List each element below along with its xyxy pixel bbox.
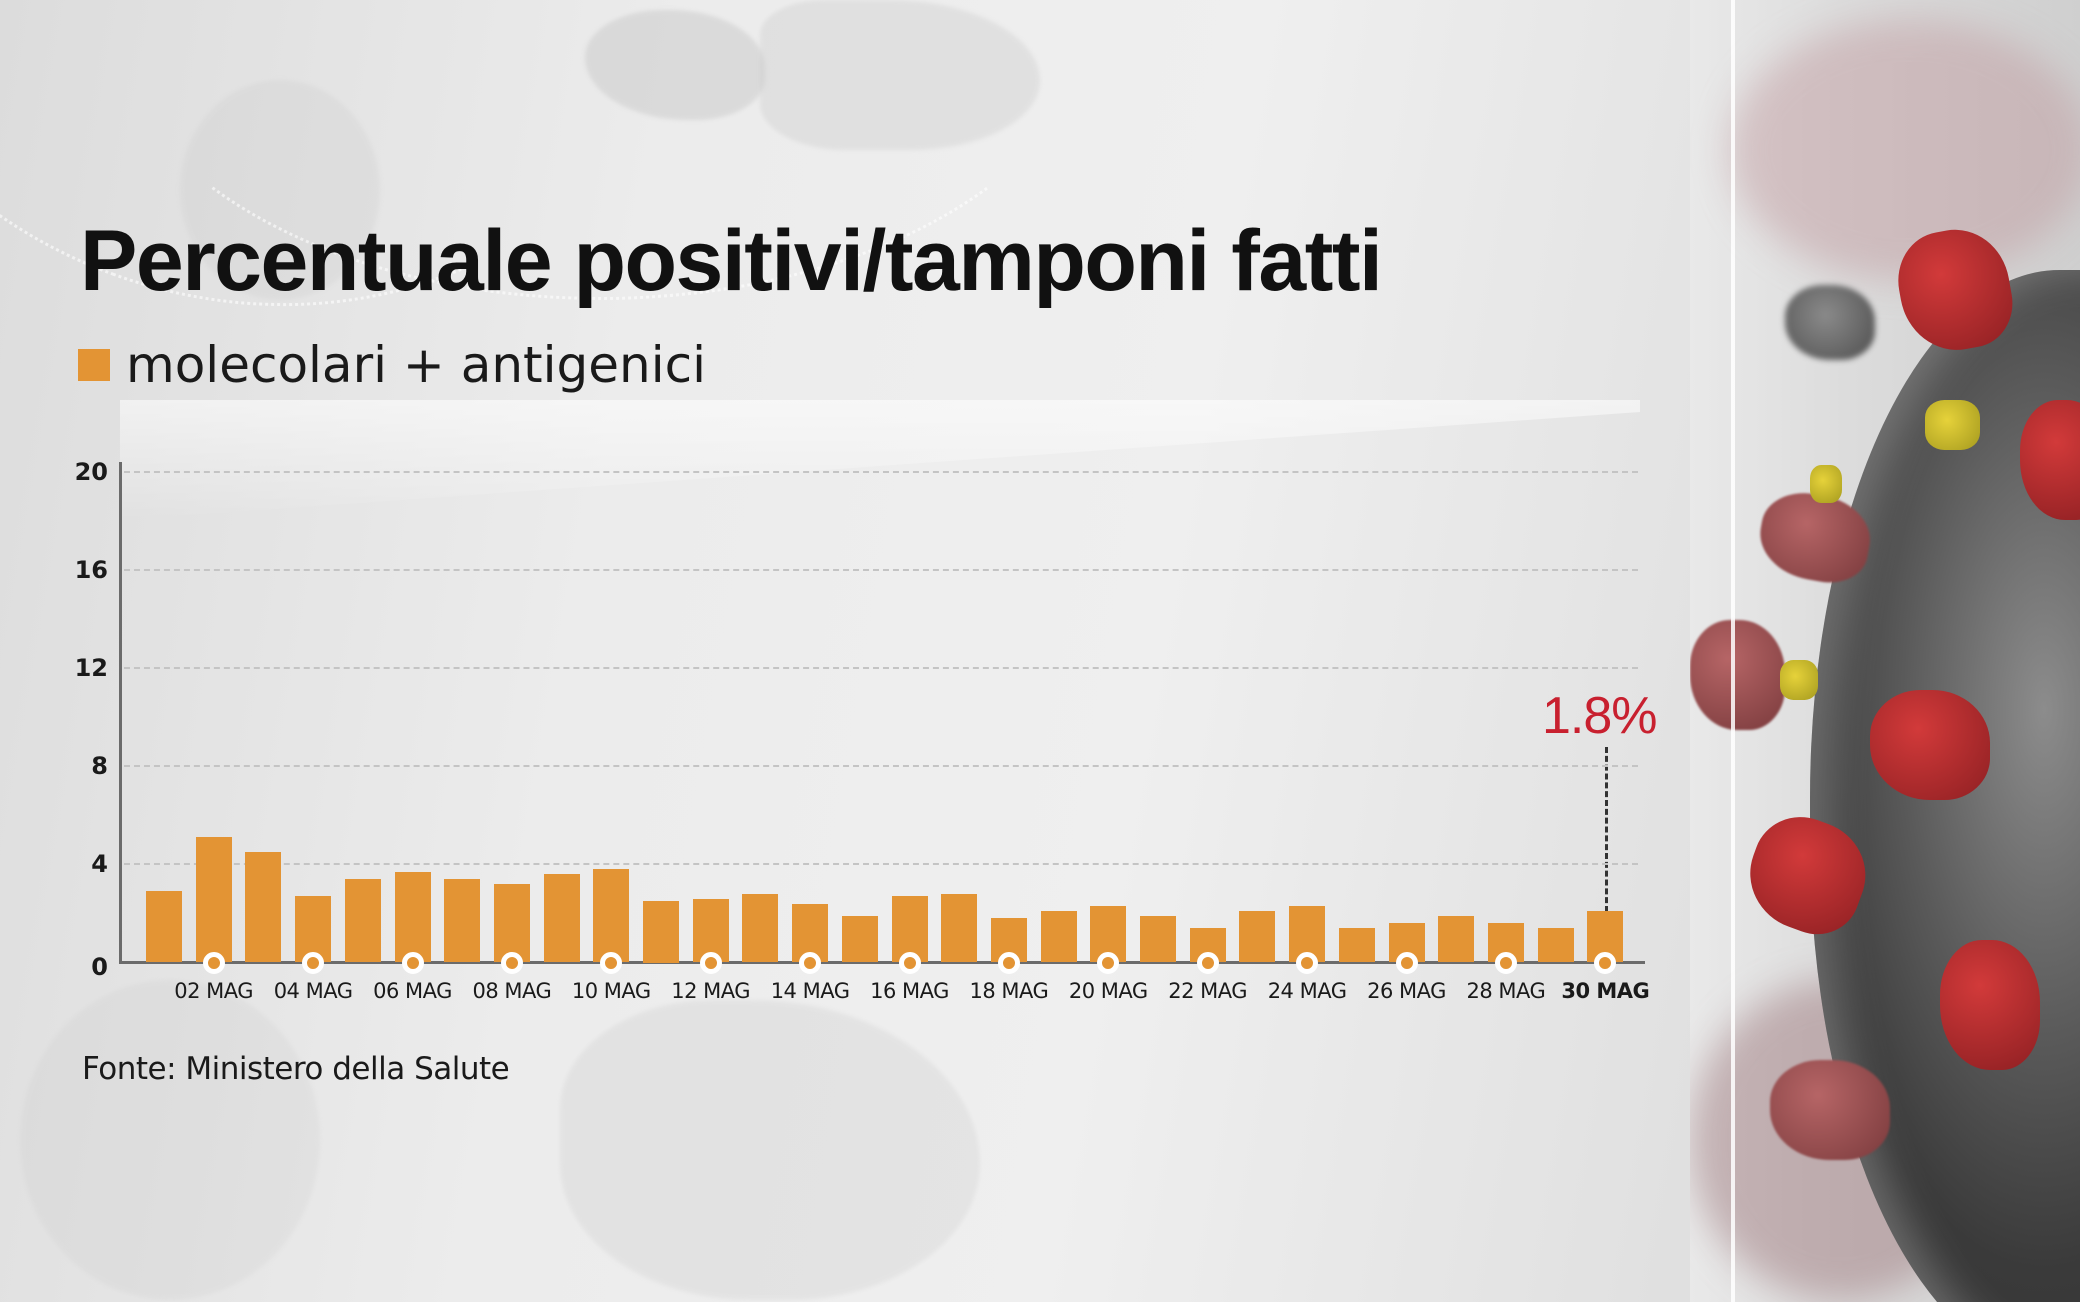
bar — [146, 891, 182, 963]
x-tick-marker — [401, 952, 424, 974]
y-tick-label: 20 — [74, 457, 108, 486]
x-tick-marker — [600, 952, 623, 974]
x-tick-label: 22 MAG — [1168, 979, 1248, 1003]
x-tick-label: 06 MAG — [373, 979, 452, 1003]
gridline — [124, 666, 1638, 669]
x-tick-label: 18 MAG — [969, 979, 1049, 1003]
x-tick-marker — [1494, 952, 1517, 974]
x-tick-marker — [1594, 952, 1617, 974]
gridline — [124, 470, 1638, 473]
gridline — [124, 765, 1638, 768]
y-tick-label: 12 — [74, 653, 108, 682]
source-note: Fonte: Ministero della Salute — [82, 1051, 510, 1087]
legend: molecolari + antigenici — [78, 340, 706, 390]
bar — [891, 896, 928, 963]
bar — [394, 871, 431, 963]
x-tick-marker — [1296, 952, 1319, 974]
chart-title: Percentuale positivi/tamponi fatti — [80, 213, 1383, 309]
x-tick-marker — [898, 952, 921, 974]
last-value-callout: 1.8% — [1542, 687, 1658, 745]
x-tick-label: 10 MAG — [571, 979, 651, 1003]
y-tick-label: 4 — [91, 850, 108, 879]
x-tick-label: 04 MAG — [273, 979, 353, 1003]
gridline — [124, 568, 1638, 571]
bar — [941, 893, 978, 963]
bar — [1140, 915, 1176, 963]
x-tick-label: 26 MAG — [1367, 979, 1446, 1003]
bar — [1040, 910, 1077, 963]
bar — [742, 893, 779, 963]
gridline — [124, 863, 1638, 866]
x-tick-marker — [1196, 952, 1219, 974]
x-tick-marker — [997, 952, 1020, 974]
bar — [295, 896, 332, 963]
bar — [444, 879, 481, 963]
bar — [493, 883, 530, 963]
legend-swatch — [78, 349, 110, 381]
y-tick-label: 16 — [74, 555, 108, 584]
bar — [593, 869, 630, 963]
virus-photo — [1690, 0, 2080, 1302]
x-tick-marker — [699, 952, 722, 974]
panel-divider — [1731, 0, 1735, 1302]
x-tick-label: 08 MAG — [472, 979, 552, 1003]
x-tick-label: 24 MAG — [1267, 979, 1347, 1003]
bar — [543, 874, 580, 963]
x-tick-marker — [1097, 952, 1120, 974]
bar-chart: 1.8% 0 4 8 12 16 20 02 MAG 04 MAG 06 MAG 08 MAG 10… — [74, 457, 1658, 1003]
bar — [1239, 910, 1276, 963]
y-tick-label: 0 — [91, 952, 108, 981]
bar — [245, 852, 282, 963]
bar — [344, 879, 381, 963]
bar — [1338, 928, 1375, 963]
x-tick-label: 14 MAG — [770, 979, 850, 1003]
x-tick-marker — [500, 952, 523, 974]
bar — [841, 915, 878, 963]
y-axis — [119, 462, 122, 964]
x-tick-label: 12 MAG — [671, 979, 751, 1003]
x-tick-label: 20 MAG — [1068, 979, 1148, 1003]
y-tick-label: 8 — [91, 752, 108, 781]
bar — [643, 901, 679, 963]
x-tick-marker — [202, 952, 225, 974]
bar — [195, 837, 232, 963]
x-tick-label: 16 MAG — [870, 979, 949, 1003]
x-tick-label: 28 MAG — [1466, 979, 1546, 1003]
bar — [692, 898, 729, 963]
bar — [1438, 915, 1475, 963]
x-tick-label: 02 MAG — [174, 979, 254, 1003]
callout-leader-line — [1605, 747, 1608, 912]
x-tick-marker — [302, 952, 325, 974]
x-tick-label: 30 MAG — [1561, 979, 1650, 1003]
bar — [1537, 928, 1574, 963]
legend-label: molecolari + antigenici — [126, 336, 706, 394]
x-tick-marker — [1395, 952, 1418, 974]
x-axis — [119, 961, 1645, 964]
x-tick-marker — [799, 952, 822, 974]
